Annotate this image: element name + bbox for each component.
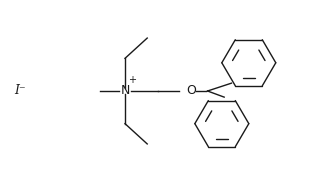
Text: O: O: [187, 84, 197, 98]
Text: I⁻: I⁻: [15, 84, 26, 98]
Text: +: +: [128, 75, 136, 84]
Text: N: N: [120, 84, 130, 98]
